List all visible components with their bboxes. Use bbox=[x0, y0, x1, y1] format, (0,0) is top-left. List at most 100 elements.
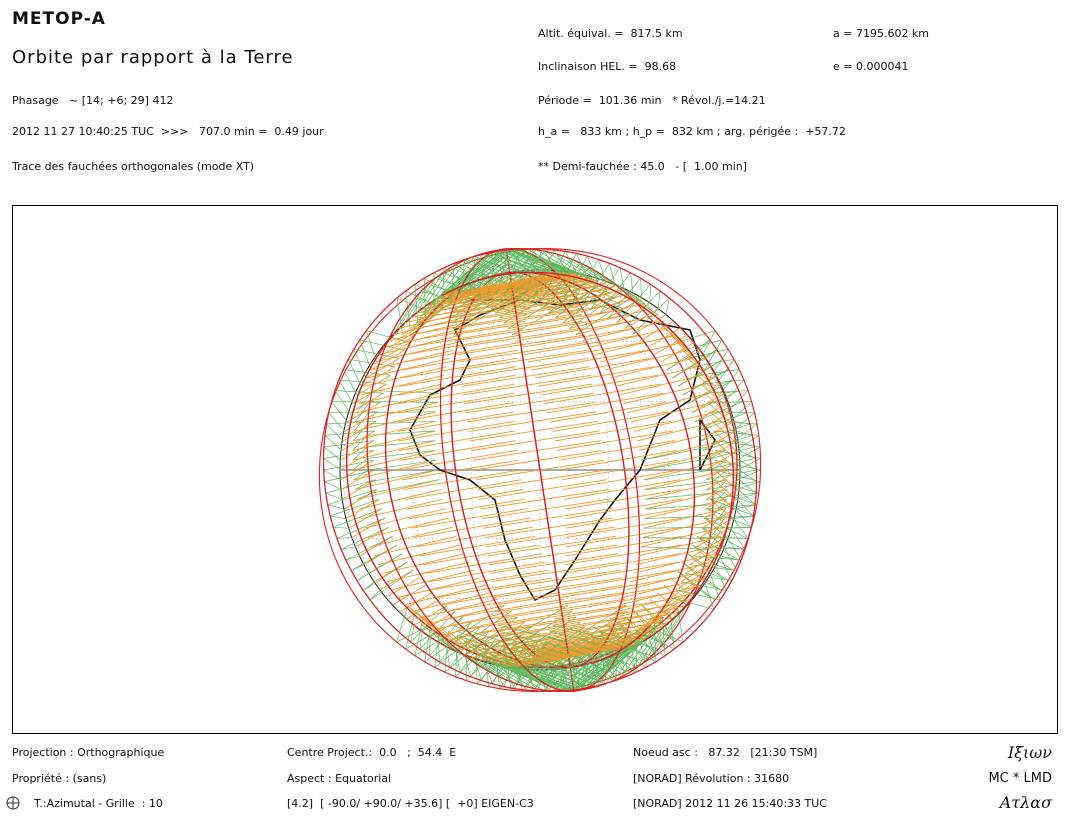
view-line bbox=[530, 248, 550, 274]
view-line bbox=[720, 379, 735, 385]
view-line bbox=[737, 440, 755, 448]
view-line bbox=[367, 440, 436, 448]
view-line bbox=[546, 662, 598, 687]
swath-tick bbox=[556, 430, 674, 451]
view-line bbox=[443, 267, 476, 290]
view-line bbox=[712, 479, 728, 494]
view-line bbox=[347, 359, 362, 387]
view-line bbox=[629, 636, 666, 657]
swath-tick bbox=[628, 616, 663, 638]
swath-tick bbox=[697, 411, 732, 432]
view-line bbox=[738, 489, 756, 505]
swath-tick bbox=[397, 411, 515, 432]
swath-tick bbox=[373, 535, 457, 557]
view-line bbox=[712, 469, 728, 482]
view-line bbox=[459, 248, 515, 294]
swath-tick bbox=[481, 281, 599, 303]
view-line bbox=[536, 249, 579, 275]
view-line bbox=[630, 272, 634, 294]
view-line bbox=[486, 660, 546, 685]
view-line bbox=[324, 430, 375, 436]
swath-tick bbox=[564, 479, 681, 500]
view-line bbox=[509, 248, 556, 274]
swath-tick bbox=[531, 349, 648, 371]
view-line bbox=[352, 458, 368, 471]
swath-tick bbox=[361, 366, 395, 387]
view-line bbox=[455, 630, 510, 650]
swath-tick bbox=[442, 288, 476, 310]
view-line bbox=[621, 634, 651, 677]
view-line bbox=[701, 379, 744, 385]
swath-tick bbox=[644, 479, 728, 500]
view-line bbox=[459, 636, 515, 657]
view-line bbox=[353, 349, 400, 359]
swath-tick bbox=[632, 314, 667, 335]
swath-tick bbox=[416, 302, 533, 324]
view-line bbox=[553, 249, 569, 275]
view-line bbox=[613, 637, 644, 681]
swath-tick bbox=[419, 297, 536, 319]
swath-tick bbox=[565, 526, 683, 548]
view-line bbox=[710, 450, 726, 459]
swath-tick bbox=[398, 420, 515, 442]
view-line bbox=[665, 297, 670, 315]
view-line bbox=[531, 657, 599, 681]
swath-tick bbox=[689, 544, 724, 566]
swath-tick bbox=[510, 276, 594, 298]
view-line bbox=[487, 251, 498, 296]
swath-tick bbox=[406, 489, 524, 510]
view-line bbox=[722, 544, 738, 571]
view-line bbox=[643, 469, 712, 481]
view-line bbox=[341, 546, 356, 550]
view-line bbox=[506, 248, 521, 294]
swath-tick bbox=[512, 314, 629, 335]
swath-tick bbox=[383, 327, 466, 349]
swath-tick bbox=[403, 342, 520, 363]
view-line bbox=[472, 650, 530, 673]
view-line bbox=[353, 412, 369, 432]
view-line bbox=[325, 492, 343, 500]
view-line bbox=[514, 248, 577, 274]
view-line bbox=[575, 297, 632, 335]
view-line bbox=[498, 624, 567, 643]
swath-tick bbox=[568, 308, 652, 329]
view-line bbox=[676, 569, 716, 601]
view-line bbox=[693, 555, 742, 561]
swath-tick bbox=[435, 616, 518, 638]
swath-tick bbox=[363, 508, 447, 529]
swath-tick bbox=[411, 508, 528, 529]
view-line bbox=[676, 330, 716, 343]
view-line bbox=[327, 504, 345, 510]
view-line bbox=[624, 290, 661, 329]
swath-tick bbox=[565, 508, 683, 529]
swath-tick bbox=[352, 440, 436, 461]
view-line bbox=[733, 420, 750, 425]
view-line bbox=[514, 616, 577, 656]
swath-tick bbox=[680, 561, 715, 583]
swath-tick bbox=[355, 401, 438, 423]
swath-tick bbox=[692, 544, 716, 566]
swath-tick bbox=[639, 320, 674, 342]
view-line bbox=[539, 664, 589, 690]
swath-tick bbox=[413, 308, 531, 329]
swath-tick bbox=[556, 591, 673, 613]
swath-tick bbox=[636, 420, 720, 442]
swath-tick bbox=[455, 611, 573, 632]
swath-tick bbox=[367, 357, 450, 379]
swath-tick bbox=[399, 366, 516, 387]
view-line bbox=[414, 617, 424, 656]
swath-tick bbox=[398, 430, 516, 451]
view-line bbox=[451, 624, 505, 643]
view-line bbox=[534, 249, 555, 294]
swath-tick bbox=[549, 401, 667, 423]
view-line bbox=[685, 572, 732, 582]
view-line bbox=[648, 636, 656, 656]
view-line bbox=[581, 263, 610, 306]
view-line bbox=[587, 641, 645, 663]
view-line bbox=[737, 458, 761, 471]
view-line bbox=[356, 492, 372, 500]
swath-tick bbox=[540, 288, 624, 310]
view-line bbox=[534, 654, 603, 678]
swath-tick bbox=[518, 279, 602, 300]
swath-tick bbox=[644, 469, 728, 491]
